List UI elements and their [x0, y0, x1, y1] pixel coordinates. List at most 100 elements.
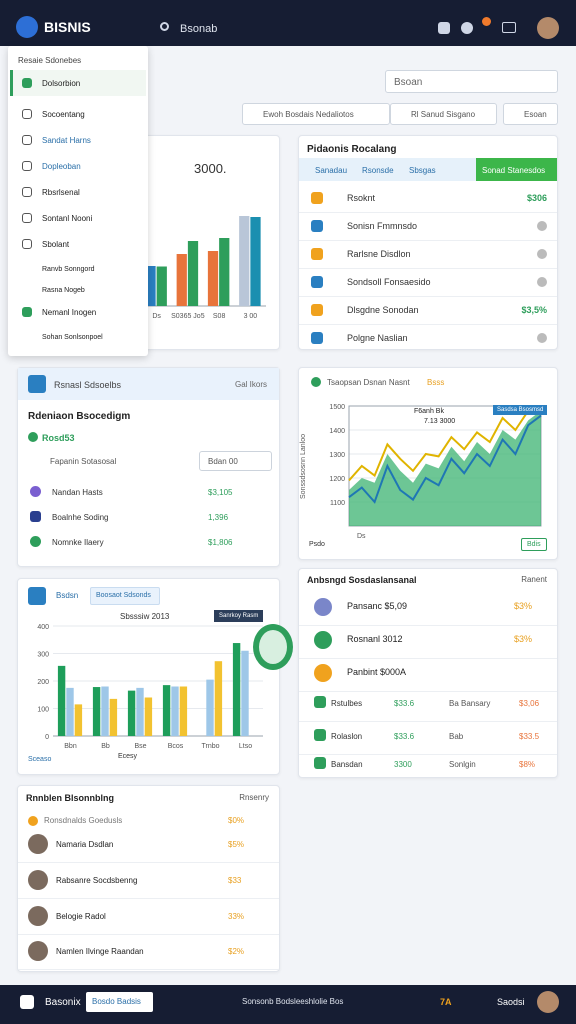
y-tick-label: 1100	[330, 500, 345, 507]
area	[349, 410, 541, 526]
trend-panel: 1100 1200 1300 1400 1500 Ds Tsaopsan Dsnan Nas…	[298, 367, 558, 560]
menu-item[interactable]: Rbsrlsenal	[42, 188, 80, 197]
menu-item[interactable]: Sbolant	[42, 240, 70, 249]
row-icon	[314, 631, 332, 649]
chart-svg: Ds S0365 Jo5 S08 3 00	[141, 216, 266, 320]
chart-annotation: Sanrkoy Rasm	[214, 610, 264, 622]
x-tick-label: 3 00	[244, 313, 258, 320]
search-box[interactable]: Bsoan	[385, 70, 558, 93]
x-tick-label: Bb	[101, 743, 110, 750]
bottom-button[interactable]: Bosdo Badsis	[86, 992, 153, 1012]
header-link[interactable]: Ranent	[521, 575, 547, 584]
bar	[239, 216, 250, 306]
tab[interactable]: Sonad Stanesdos	[476, 158, 557, 181]
row-label: Dlsgdne Sonodan	[347, 305, 419, 315]
home-icon	[20, 995, 34, 1009]
menu-item[interactable]: Sandat Harns	[42, 136, 91, 145]
row-cell: $8%	[519, 760, 536, 769]
tag: 7A	[440, 997, 452, 1007]
row-cell: Sonlgin	[449, 760, 476, 769]
menu-icon	[22, 239, 32, 249]
panel-title: Pidaonis Rocalang	[307, 144, 397, 155]
stat: Rosd53	[42, 433, 75, 443]
row-icon	[314, 729, 326, 741]
menu-icon	[22, 161, 32, 171]
menu-item[interactable]: Dolsorbion	[42, 79, 81, 88]
icon	[438, 22, 450, 34]
row-label: Nandan Hasts	[52, 488, 103, 497]
header-link[interactable]: Rnsenry	[239, 793, 269, 802]
row-value: $3,5%	[521, 305, 547, 315]
products-panel: Pidaonis Rocalang Sanadau Rsonsde Sbsgas Son…	[298, 135, 558, 350]
row-cell: $33.6	[394, 699, 415, 708]
x-tick-label: Ltso	[239, 743, 252, 750]
chart-title: Sbsssiw 2013	[120, 612, 170, 621]
row-icon	[314, 757, 326, 769]
header-button[interactable]	[90, 587, 160, 605]
bar	[162, 685, 171, 736]
menu-item[interactable]: Sontanl Nooni	[42, 214, 93, 223]
header-icon	[28, 587, 46, 605]
user-name[interactable]: Saodsi	[497, 997, 525, 1007]
toolbar-button[interactable]: Rl Sanud Sisgano	[390, 103, 497, 125]
brand: BISNIS	[44, 19, 91, 35]
tab[interactable]: Rsonsde	[362, 166, 394, 175]
bar	[214, 661, 223, 736]
row-value: $3,105	[208, 488, 233, 497]
x-axis-label: Psdo	[309, 541, 325, 548]
row-cell: Bansdan	[331, 760, 363, 769]
divider	[299, 240, 557, 241]
row-label: Nomnke Ilaery	[52, 538, 104, 547]
menu-icon	[22, 187, 32, 197]
stat-icon	[28, 432, 38, 442]
member-value: 33%	[228, 912, 245, 921]
menu-item[interactable]: Sohan Sonlsonpoel	[42, 334, 103, 341]
member-name: Namaria Dsdlan	[56, 840, 114, 849]
toolbar-button[interactable]: Esoan	[503, 103, 558, 125]
x-tick-label: S08	[213, 313, 226, 320]
select[interactable]: Bdan 00	[199, 451, 272, 471]
row-cell: Pansanc $5,09	[347, 601, 408, 611]
menu-icon	[22, 135, 32, 145]
avatar	[28, 870, 48, 890]
row-icon	[311, 220, 323, 232]
row-action	[537, 221, 547, 231]
sales-panel: Rsnasl Sdsoelbs Gal Ikors Rdeniaon Bsocedi…	[17, 367, 280, 567]
row-cell: Bab	[449, 732, 464, 741]
row-label: Boalnhe Soding	[52, 513, 109, 522]
divider	[299, 625, 557, 626]
row-value: $306	[526, 193, 547, 203]
toolbar-button[interactable]: Ewoh Bosdais Nedaliotos	[242, 103, 390, 125]
filter-label: Fapanin Sotasosal	[50, 457, 117, 466]
row-cell: 3300	[394, 760, 412, 769]
header-link[interactable]: Gal Ikors	[234, 380, 267, 389]
row-icon	[30, 536, 41, 547]
y-tick-label: 100	[37, 707, 49, 714]
row-cell: Rosnanl 3012	[347, 634, 403, 644]
donut	[253, 624, 293, 670]
member-name: Belogie Radol	[56, 912, 106, 921]
x-tick-label: Bse	[134, 743, 146, 750]
tab[interactable]: Sbsgas	[409, 166, 436, 175]
chart-svg: 0 100 200 300 400 Bbn Bb Bse Bcos Trnbo Ltso	[37, 624, 263, 750]
menu-item[interactable]: Ranvb Sonngord	[42, 266, 95, 273]
row-cell: Ba Bansary	[449, 699, 491, 708]
bar	[156, 266, 167, 306]
menu-item[interactable]: Nemanl Inogen	[42, 308, 97, 317]
row-value: $1,806	[208, 538, 233, 547]
search-text[interactable]: Bsonab	[180, 23, 218, 35]
menu-item[interactable]: Rasna Nogeb	[42, 287, 85, 294]
menu-item[interactable]: Socoentang	[42, 110, 85, 119]
row-label: Polgne Naslian	[347, 333, 408, 343]
tab[interactable]: Sanadau	[315, 166, 348, 175]
menu-icon	[22, 213, 32, 223]
member-value: $5%	[228, 840, 245, 849]
row-icon	[311, 332, 323, 344]
x-tick-label: S0365 Jo5	[171, 313, 205, 320]
row-cell: Rolaslon	[331, 732, 363, 741]
menu-item[interactable]: Dopleoban	[42, 162, 81, 171]
divider	[299, 658, 557, 659]
avatar	[537, 17, 559, 39]
chart-tag: Sasdsa Bsosmsd	[493, 405, 548, 415]
